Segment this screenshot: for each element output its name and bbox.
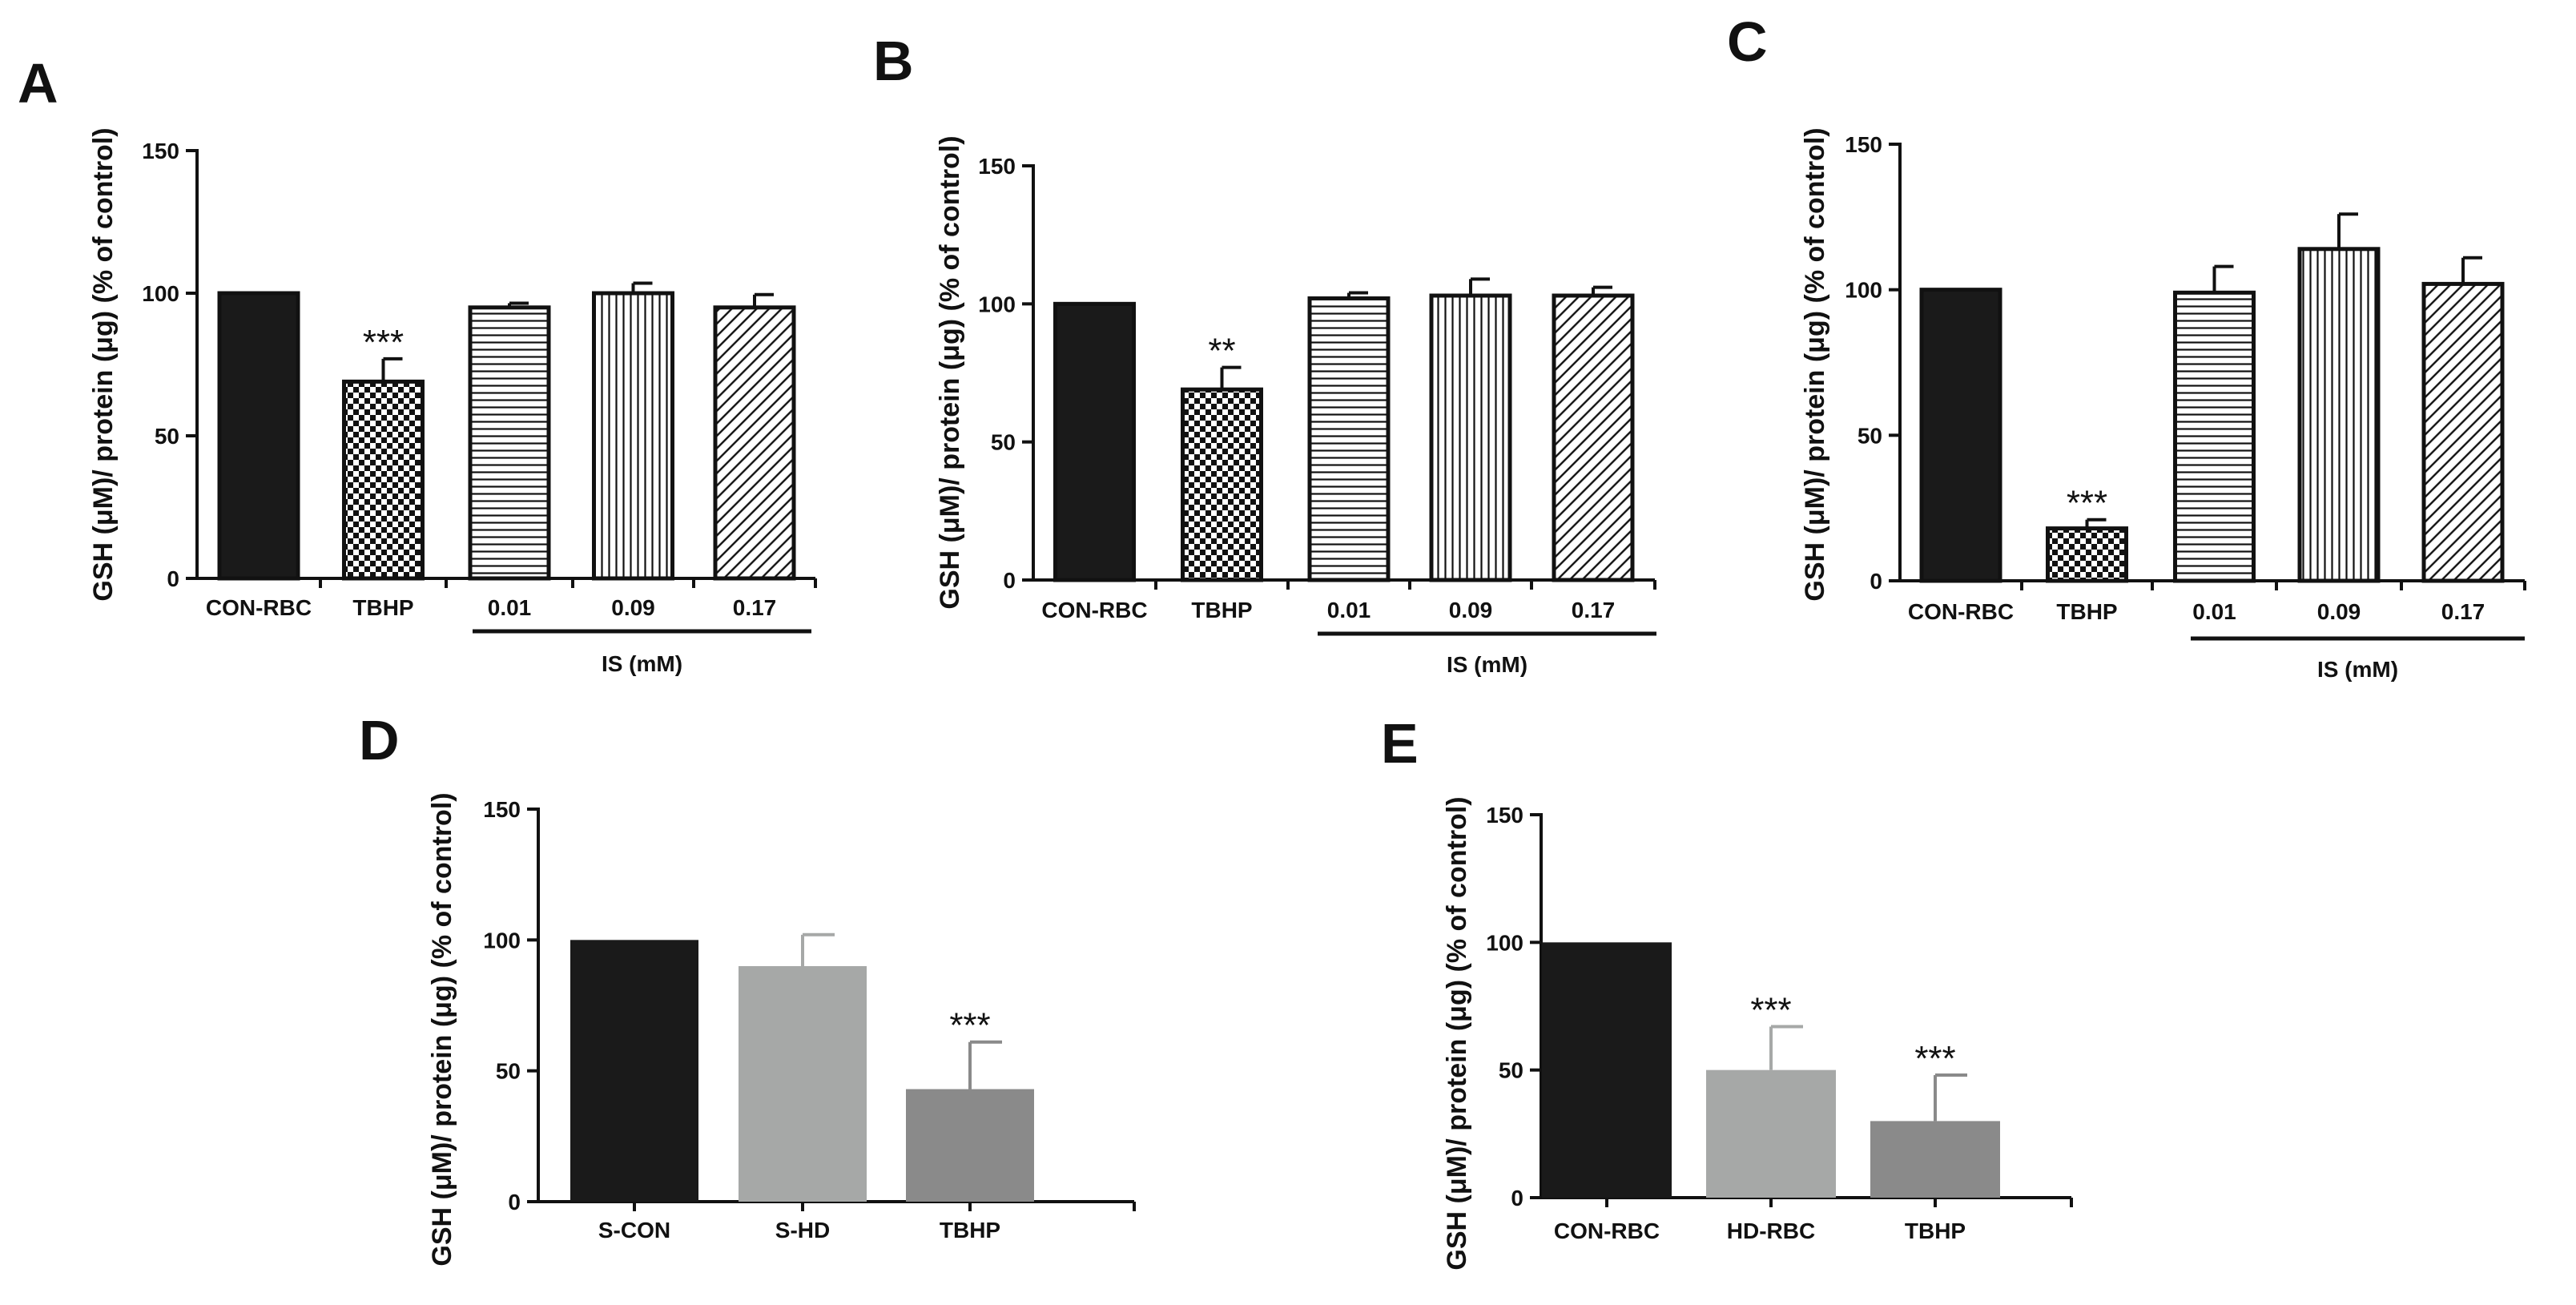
x-category-label: S-CON xyxy=(598,1218,670,1243)
x-category-label: 0.17 xyxy=(733,595,777,620)
x-category-label: 0.01 xyxy=(1327,598,1371,622)
bar-tbhp xyxy=(1870,1121,2000,1198)
panel-letter-c: C xyxy=(1727,10,1768,73)
y-tick-label: 100 xyxy=(1845,278,1882,303)
y-tick-label: 150 xyxy=(978,154,1016,179)
significance-marker: *** xyxy=(363,323,404,362)
panel-a: A GSH (μM)/ protein (μg) (% of control) 0 5… xyxy=(18,52,817,676)
y-tick-label: 0 xyxy=(1870,569,1882,594)
group-label: IS (mM) xyxy=(1447,652,1527,677)
bar-0-01 xyxy=(2173,290,2256,583)
bar-0-09 xyxy=(2297,247,2381,583)
x-category-label: TBHP xyxy=(352,595,413,620)
panel-b: B GSH (μM)/ protein (μg) (% of control) 0 5… xyxy=(873,30,1656,677)
x-category-label: 0.01 xyxy=(488,595,532,620)
panel-letter-d: D xyxy=(359,709,400,771)
bar-0-01 xyxy=(468,305,551,581)
group-label: IS (mM) xyxy=(602,651,682,676)
x-category-label: HD-RBC xyxy=(1727,1218,1815,1243)
y-tick-label: 0 xyxy=(1511,1186,1523,1210)
x-category-label: CON-RBC xyxy=(1041,598,1147,622)
bar-0-17 xyxy=(1552,293,1635,582)
x-category-label: TBHP xyxy=(940,1218,1000,1243)
y-axis-label: GSH (μM)/ protein (μg) (% of control) xyxy=(427,792,457,1266)
y-tick-label: 100 xyxy=(483,928,521,953)
y-tick-label: 150 xyxy=(142,139,179,163)
bar-con-rbc xyxy=(1053,301,1136,582)
significance-marker: *** xyxy=(2067,484,2107,523)
y-tick-label: 100 xyxy=(142,281,179,306)
y-tick-label: 50 xyxy=(496,1059,521,1084)
bar-con-rbc xyxy=(1542,942,1672,1198)
y-tick-label: 0 xyxy=(167,566,179,591)
significance-marker: *** xyxy=(1750,990,1791,1029)
y-axis-label: GSH (μM)/ protein (μg) (% of control) xyxy=(88,127,119,601)
bar-0-17 xyxy=(713,305,796,581)
x-category-label: CON-RBC xyxy=(206,595,312,620)
y-tick-label: 0 xyxy=(508,1190,521,1214)
y-tick-label: 50 xyxy=(1499,1058,1523,1083)
bar-tbhp xyxy=(1181,387,1263,582)
x-category-label: S-HD xyxy=(775,1218,830,1243)
y-tick-label: 50 xyxy=(155,424,179,449)
y-tick-label: 150 xyxy=(483,797,521,822)
y-tick-label: 50 xyxy=(991,430,1016,455)
y-tick-label: 0 xyxy=(1003,568,1016,593)
panel-letter-a: A xyxy=(18,52,58,115)
x-category-label: TBHP xyxy=(2056,599,2117,624)
panel-letter-b: B xyxy=(873,30,914,92)
y-axis-label: GSH (μM)/ protein (μg) (% of control) xyxy=(935,135,965,609)
bar-0-01 xyxy=(1307,296,1391,582)
x-category-label: 0.17 xyxy=(1572,598,1616,622)
bar-s-con xyxy=(570,940,698,1202)
bar-tbhp xyxy=(342,379,425,581)
y-tick-label: 100 xyxy=(978,292,1016,316)
x-category-label: TBHP xyxy=(1191,598,1252,622)
x-category-label: 0.09 xyxy=(2317,599,2361,624)
x-category-label: CON-RBC xyxy=(1554,1218,1660,1243)
bar-tbhp xyxy=(906,1089,1034,1202)
x-category-label: 0.01 xyxy=(2192,599,2236,624)
y-tick-label: 150 xyxy=(1845,132,1882,157)
bar-0-17 xyxy=(2421,281,2505,583)
panel-e: E GSH (μM)/ protein (μg) (% of control) 0 5… xyxy=(1381,712,2073,1271)
group-label: IS (mM) xyxy=(2317,657,2398,682)
bar-hd-rbc xyxy=(1706,1069,1836,1198)
bar-con-rbc xyxy=(1919,288,2002,583)
panel-c: C GSH (μM)/ protein (μg) (% of control) 0 5… xyxy=(1727,10,2526,682)
y-axis-label: GSH (μM)/ protein (μg) (% of control) xyxy=(1800,127,1830,601)
x-category-label: CON-RBC xyxy=(1908,599,2014,624)
bar-0-09 xyxy=(592,291,674,581)
y-tick-label: 150 xyxy=(1486,803,1523,828)
significance-marker: *** xyxy=(1914,1039,1955,1078)
x-category-label: 0.09 xyxy=(611,595,655,620)
x-category-label: 0.17 xyxy=(2441,599,2485,624)
significance-marker: *** xyxy=(949,1006,990,1045)
bar-tbhp xyxy=(2046,526,2128,583)
bar-con-rbc xyxy=(217,291,300,581)
y-tick-label: 50 xyxy=(1858,423,1882,448)
y-tick-label: 100 xyxy=(1486,930,1523,955)
bar-0-09 xyxy=(1429,293,1512,582)
significance-marker: ** xyxy=(1208,332,1235,371)
y-axis-label: GSH (μM)/ protein (μg) (% of control) xyxy=(1442,796,1472,1270)
x-category-label: 0.09 xyxy=(1449,598,1493,622)
panel-d: D GSH (μM)/ protein (μg) (% of control) 0 5… xyxy=(359,709,1136,1267)
x-category-label: TBHP xyxy=(1905,1218,1966,1243)
bar-s-hd xyxy=(739,966,867,1202)
panel-letter-e: E xyxy=(1381,712,1419,775)
